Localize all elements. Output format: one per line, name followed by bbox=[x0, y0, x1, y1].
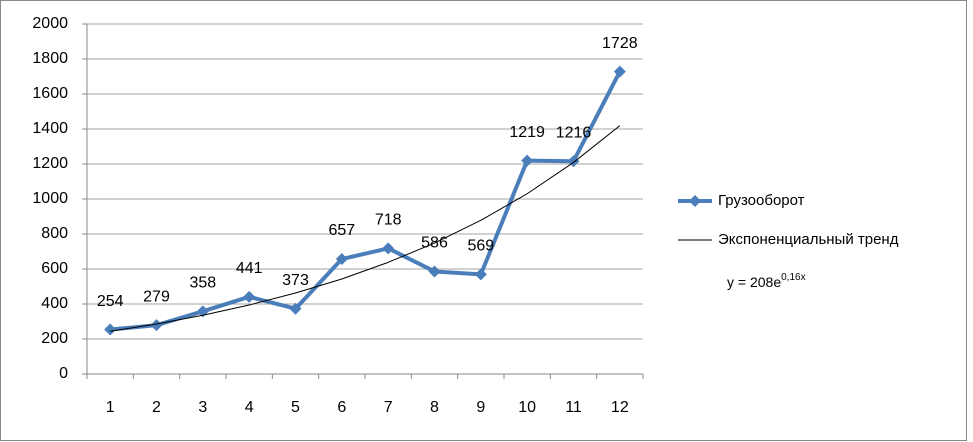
data-label: 718 bbox=[375, 212, 402, 229]
marker bbox=[521, 154, 534, 167]
y-tick-label: 400 bbox=[41, 295, 68, 312]
x-tick-label: 3 bbox=[198, 399, 207, 416]
data-label: 569 bbox=[467, 238, 494, 255]
marker bbox=[150, 319, 163, 332]
x-tick-label: 6 bbox=[337, 399, 346, 416]
data-label: 1216 bbox=[556, 124, 592, 141]
y-tick-label: 1800 bbox=[32, 50, 68, 67]
x-tick-label: 12 bbox=[611, 399, 629, 416]
y-tick-label: 1400 bbox=[32, 120, 68, 137]
legend-label: Экспоненциальный тренд bbox=[718, 231, 899, 248]
marker bbox=[474, 268, 487, 281]
trend-line bbox=[110, 125, 621, 332]
marker bbox=[243, 290, 256, 303]
series-line bbox=[109, 70, 622, 332]
legend-label: Грузооборот bbox=[718, 192, 805, 209]
trend-equation: y = 208e0,16x bbox=[727, 272, 806, 290]
marker bbox=[104, 323, 117, 336]
data-label: 358 bbox=[189, 275, 216, 292]
x-tick-label: 9 bbox=[476, 399, 485, 416]
data-label: 1728 bbox=[602, 35, 638, 52]
x-tick-label: 7 bbox=[384, 399, 393, 416]
trend-equation-exponent: 0,16x bbox=[781, 272, 805, 283]
y-tick-label: 1000 bbox=[32, 190, 68, 207]
legend-marker bbox=[689, 195, 701, 207]
marker bbox=[382, 242, 395, 255]
x-tick-label: 2 bbox=[152, 399, 161, 416]
trend-equation-base: y = 208e bbox=[727, 274, 781, 290]
x-tick-label: 5 bbox=[291, 399, 300, 416]
x-tick-label: 4 bbox=[245, 399, 254, 416]
x-tick-label: 10 bbox=[518, 399, 536, 416]
data-label: 279 bbox=[143, 288, 170, 305]
x-tick-label: 1 bbox=[106, 399, 115, 416]
marker bbox=[289, 302, 302, 315]
x-tick-label: 11 bbox=[565, 399, 582, 416]
y-tick-label: 2000 bbox=[32, 15, 68, 32]
y-tick-label: 1600 bbox=[32, 85, 68, 102]
data-label: 254 bbox=[97, 293, 124, 310]
data-label: 1219 bbox=[509, 124, 545, 141]
marker bbox=[335, 253, 348, 266]
x-tick-label: 8 bbox=[430, 399, 439, 416]
y-tick-label: 800 bbox=[41, 225, 68, 242]
y-tick-label: 0 bbox=[59, 365, 68, 382]
marker bbox=[613, 65, 626, 78]
y-tick-label: 600 bbox=[41, 260, 68, 277]
y-tick-label: 1200 bbox=[32, 155, 68, 172]
data-label: 657 bbox=[328, 222, 355, 239]
y-tick-label: 200 bbox=[41, 330, 68, 347]
marker bbox=[428, 265, 441, 278]
data-label: 373 bbox=[282, 272, 309, 289]
data-label: 441 bbox=[236, 260, 263, 277]
